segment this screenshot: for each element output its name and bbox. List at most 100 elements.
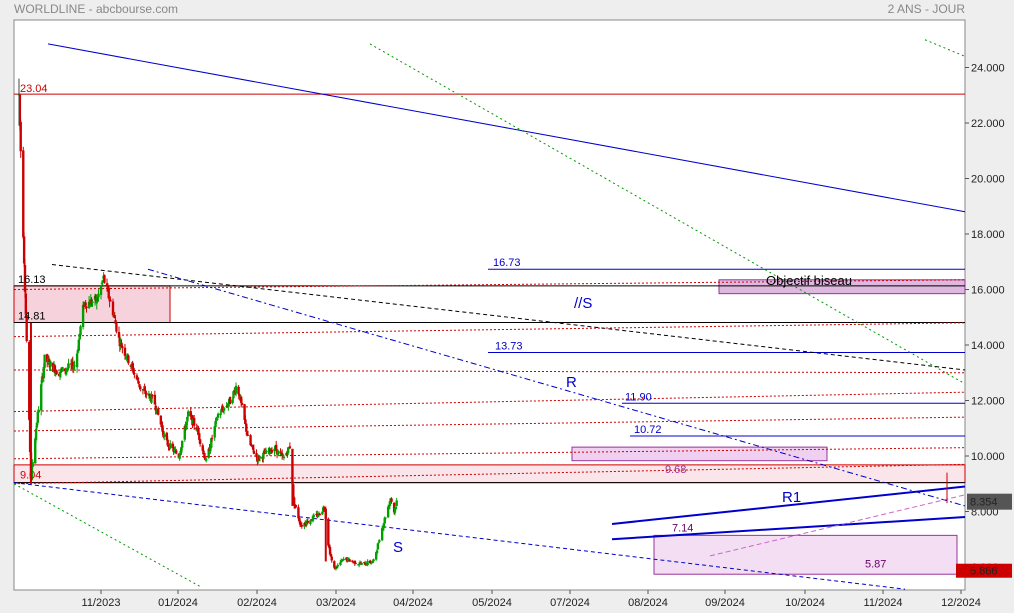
chart-title: WORLDLINE - abcbourse.com [14,2,178,16]
candle-body-213 [273,448,276,452]
candle-body-14 [34,428,38,441]
candle-body-34 [58,372,62,377]
candle-body-263 [333,561,336,568]
candle-body-81 [114,320,117,324]
candle-body-41 [66,368,69,370]
candle-body-140 [185,422,188,430]
candle-body-1 [18,94,22,123]
candle-body-210 [269,449,272,453]
labels-layer: 23.04 16.73 16.13 14.81 13.73 11.90 10.72 9.68 9… [18,83,886,570]
candle-body-83 [117,331,121,338]
candle-body-179 [232,391,235,399]
candle-body-282 [354,562,357,564]
x-tick-label-10: 11/2024 [864,597,903,609]
candle-body-113 [153,394,157,405]
candle-body-294 [369,562,373,564]
candle-body-278 [351,560,354,562]
low-price-badge [956,563,1012,578]
candle-body-205 [263,451,266,453]
candle-body-289 [363,562,367,565]
candle-body-15 [35,422,39,428]
x-tick-label-3: 03/2024 [316,597,356,609]
candle-body-220 [280,452,284,457]
candle-body-293 [368,560,372,564]
plot-area [13,19,966,591]
candle-body-183 [237,386,240,395]
candle-body-45 [71,361,75,370]
last-price-badge [967,493,1012,510]
candle-body-5 [23,265,27,292]
x-tick-label-2: 02/2024 [237,597,277,609]
annotation-target-wedge: Objectif biseau [766,273,852,288]
candle-body-300 [376,543,380,550]
candle-body-272 [342,559,345,561]
candle-body-285 [358,562,362,564]
candle-body-169 [220,408,223,413]
candle-body-101 [138,384,141,388]
candle-body-65 [95,298,98,304]
trend-blue-dashdot [147,268,966,507]
candle-body-164 [214,421,217,428]
candle-body-89 [124,356,128,358]
candle-body-142 [186,411,190,417]
candle-body-106 [144,390,147,395]
candle-body-182 [234,385,238,394]
candle-body-178 [231,399,234,404]
candle-body-22 [43,354,46,368]
candle-body-240 [304,524,308,526]
candle-body-150 [197,428,200,435]
trend-long-resistance [47,43,966,213]
label-23-04: 23.04 [20,83,48,95]
candle-body-215 [275,444,278,451]
candle-body-204 [262,452,265,459]
candle-body-23 [45,354,49,363]
candle-body-187 [240,402,244,405]
candle-body-62 [91,301,94,304]
candle-body-124 [166,439,169,446]
candle-body-7 [25,315,28,341]
candle-body-72 [103,275,106,283]
candle-body-224 [286,453,289,455]
candle-body-51 [78,333,81,338]
trend-green-top [924,39,966,57]
candle-body-32 [55,370,58,375]
candle-body-170 [221,407,224,410]
candle-body-161 [210,438,213,448]
candle-body-67 [97,293,100,298]
candle-body-158 [207,448,210,459]
candle-body-167 [216,413,220,418]
candle-body-218 [279,451,282,454]
candle-body-310 [388,501,392,506]
candle-body-114 [154,405,157,411]
candle-body-21 [42,366,45,379]
zone-violet-low [653,534,958,575]
candle-body-77 [109,299,112,302]
trend-R1-bottom [611,516,966,541]
fan-line-1 [13,322,966,338]
candle-body-189 [244,419,247,424]
candle-body-191 [245,432,249,435]
candle-body-109 [148,394,151,396]
candle-body-202 [258,456,262,459]
candle-body-252 [318,513,321,516]
last-price-label: 8.354 [970,497,998,509]
candle-body-38 [63,368,67,372]
candle-body-262 [330,556,333,561]
candle-body-288 [363,562,366,564]
candle-body-47 [73,365,76,367]
trendlines-layer [13,39,966,590]
y-tick-label-5: 14.000 [971,340,1005,352]
candle-body-123 [165,432,169,441]
candle-body-121 [162,431,165,437]
candle-body-118 [159,415,163,425]
candle-body-250 [316,515,320,517]
candle-body-117 [157,409,160,415]
candle-body-86 [120,342,123,347]
candle-body-190 [245,423,248,432]
x-tick-label-0: 11/2023 [82,597,121,609]
candle-body-279 [351,561,355,563]
annotation-support: S [393,539,403,556]
candle-body-175 [227,404,230,407]
candle-body-127 [169,443,172,449]
candle-body-13 [34,438,37,464]
